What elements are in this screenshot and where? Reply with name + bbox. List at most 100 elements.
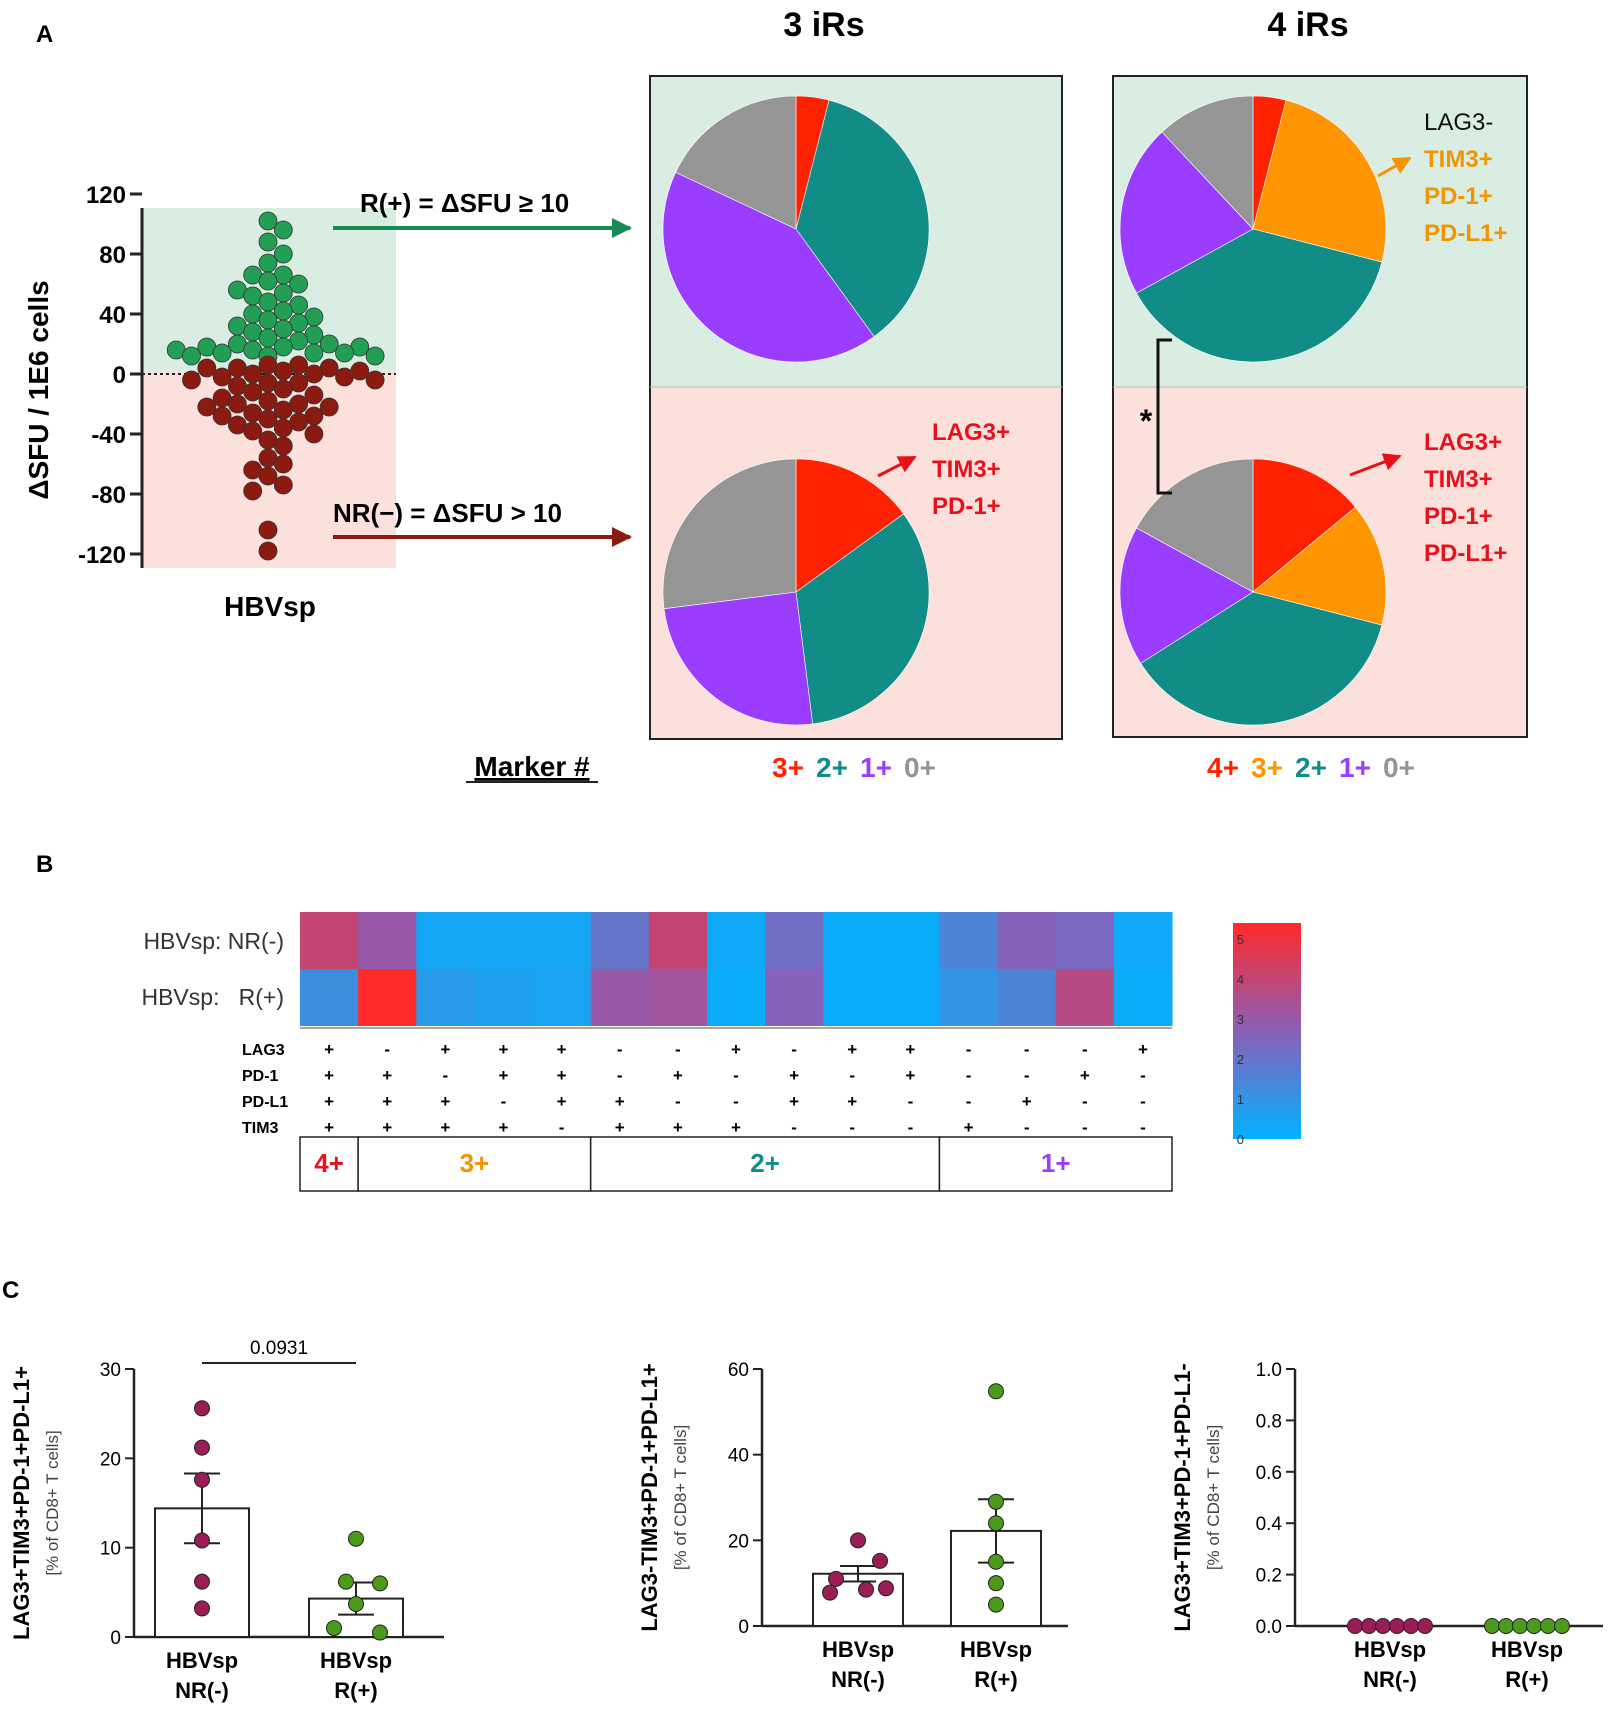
marker-sign: - <box>733 1092 739 1111</box>
a-y-tick-label: 0 <box>113 362 126 389</box>
c-y-tick-label: 0 <box>738 1617 749 1638</box>
marker-sign: + <box>324 1092 334 1111</box>
heatmap-cell <box>706 969 766 1026</box>
panel-b-label: B <box>36 851 53 878</box>
c-group-label-line2: R(+) <box>1505 1667 1548 1692</box>
marker-sign: + <box>557 1066 567 1085</box>
marker-sign: - <box>617 1040 623 1059</box>
pie-slice <box>1252 99 1387 263</box>
a-dot <box>273 379 293 399</box>
c-group-label-line1: HBVsp <box>960 1637 1032 1662</box>
marker-sign: - <box>559 1118 565 1137</box>
marker-sign: - <box>442 1066 448 1085</box>
heatmap-cell <box>474 969 534 1026</box>
c-y-tick-label: 0.2 <box>1256 1566 1282 1587</box>
heatmap-cell <box>532 912 592 969</box>
c-point <box>988 1575 1004 1592</box>
marker-sign: + <box>789 1066 799 1085</box>
a-dot <box>289 274 309 294</box>
marker-sign: - <box>849 1066 855 1085</box>
panel-c-plot: 0 20 40 60 LAG3-TIM3+PD-1+PD-L1+ [% of CD8+ T… <box>637 1360 1068 1692</box>
legend-entry: 4+ <box>1207 752 1239 783</box>
c-point <box>348 1595 364 1612</box>
a-dot <box>273 337 293 357</box>
c-pvalue-label: 0.0931 <box>250 1338 308 1359</box>
a-dot <box>243 421 263 441</box>
c-group-label-line1: HBVsp <box>320 1648 392 1673</box>
legend-3irs: 3+ 2+ 1+ 0+ <box>772 752 936 783</box>
legend-entry: 1+ <box>860 752 892 783</box>
marker-sign: - <box>849 1118 855 1137</box>
callout-arrow-4irs-bottom <box>1349 453 1402 477</box>
group-box <box>589 1136 941 1192</box>
marker-sign: - <box>675 1092 681 1111</box>
heatmap-cell <box>300 912 359 969</box>
marker-sign: - <box>791 1040 797 1059</box>
pie-slice <box>1252 506 1387 626</box>
heatmap-row-label: HBVsp: R(+) <box>141 984 284 1010</box>
c-point <box>988 1596 1004 1613</box>
marker-sign: + <box>498 1066 508 1085</box>
a-dot <box>273 436 293 456</box>
pie-slice <box>795 458 905 593</box>
c-point <box>372 1624 388 1641</box>
a-y-tick-label: -120 <box>78 542 126 569</box>
heatmap-cell <box>648 912 708 969</box>
box-4irs-frame <box>1112 75 1528 738</box>
c-point <box>828 1570 844 1587</box>
heatmap-cell <box>300 969 359 1026</box>
c-group-label-line2: R(+) <box>334 1678 377 1703</box>
c-point <box>1361 1618 1377 1634</box>
pie-slice <box>1119 131 1254 294</box>
marker-sign: - <box>1082 1118 1088 1137</box>
heatmap-cell <box>1113 912 1173 969</box>
a-dot <box>258 466 278 486</box>
c-group-label-line2: R(+) <box>974 1667 1017 1692</box>
heatmap-cell <box>881 969 940 1026</box>
colorbar-tick-label: 5 <box>1237 932 1244 947</box>
marker-sign: + <box>440 1118 450 1137</box>
marker-name: TIM3 <box>242 1120 279 1137</box>
heatmap-cell <box>1113 969 1173 1026</box>
marker-sign: + <box>789 1092 799 1111</box>
c-point <box>872 1552 888 1569</box>
c-group-label-line1: HBVsp <box>822 1637 894 1662</box>
marker-sign: + <box>673 1066 683 1085</box>
panel-c-plot: 0 10 20 30 LAG3+TIM3+PD-1+PD-L1+ [% of CD8+ T… <box>9 1338 444 1703</box>
a-dot <box>227 394 247 414</box>
group-label: 1+ <box>1041 1148 1071 1178</box>
c-point <box>372 1575 388 1592</box>
c-y-tick-label: 0 <box>110 1628 121 1649</box>
a-dot <box>182 370 201 390</box>
a-dot <box>212 343 232 363</box>
c-y-tick-label: 0.6 <box>1256 1463 1282 1484</box>
callout-line: LAG3+ <box>1424 429 1502 456</box>
c-y-tick-label: 30 <box>100 1360 121 1381</box>
a-y-ticks: 120 80 40 0 -40 -80 -120 <box>78 182 142 569</box>
marker-sign: - <box>966 1066 972 1085</box>
marker-sign: + <box>440 1092 450 1111</box>
colorbar-ticks: 0 1 2 3 4 5 <box>1237 932 1244 1147</box>
c-point <box>338 1573 354 1590</box>
pie-slice <box>1136 228 1383 363</box>
c-point <box>194 1573 210 1590</box>
c-point <box>1540 1618 1556 1634</box>
a-dot <box>182 346 201 366</box>
heatmap-cell <box>706 912 766 969</box>
a-dot <box>258 211 278 231</box>
significance-marker: * <box>1140 403 1153 439</box>
c-point <box>822 1584 838 1601</box>
pie-3irs-responders <box>662 95 930 363</box>
c-point <box>194 1400 210 1417</box>
callout-3irs-bottom: LAG3+ TIM3+ PD-1+ <box>932 419 1010 520</box>
colorbar-tick-label: 3 <box>1237 1012 1244 1027</box>
c-y-axis-sublabel: [% of CD8+ T cells] <box>1204 1425 1223 1570</box>
nonresponder-rule: NR(−) = ΔSFU > 10 <box>333 498 562 528</box>
a-dot <box>258 541 278 561</box>
heatmap-cell <box>590 969 650 1026</box>
panel-c-label: C <box>2 1277 19 1304</box>
a-y-tick-label: 80 <box>99 242 126 269</box>
heatmap-row-label: HBVsp: NR(-) <box>143 928 284 954</box>
pie-slice <box>795 99 930 338</box>
